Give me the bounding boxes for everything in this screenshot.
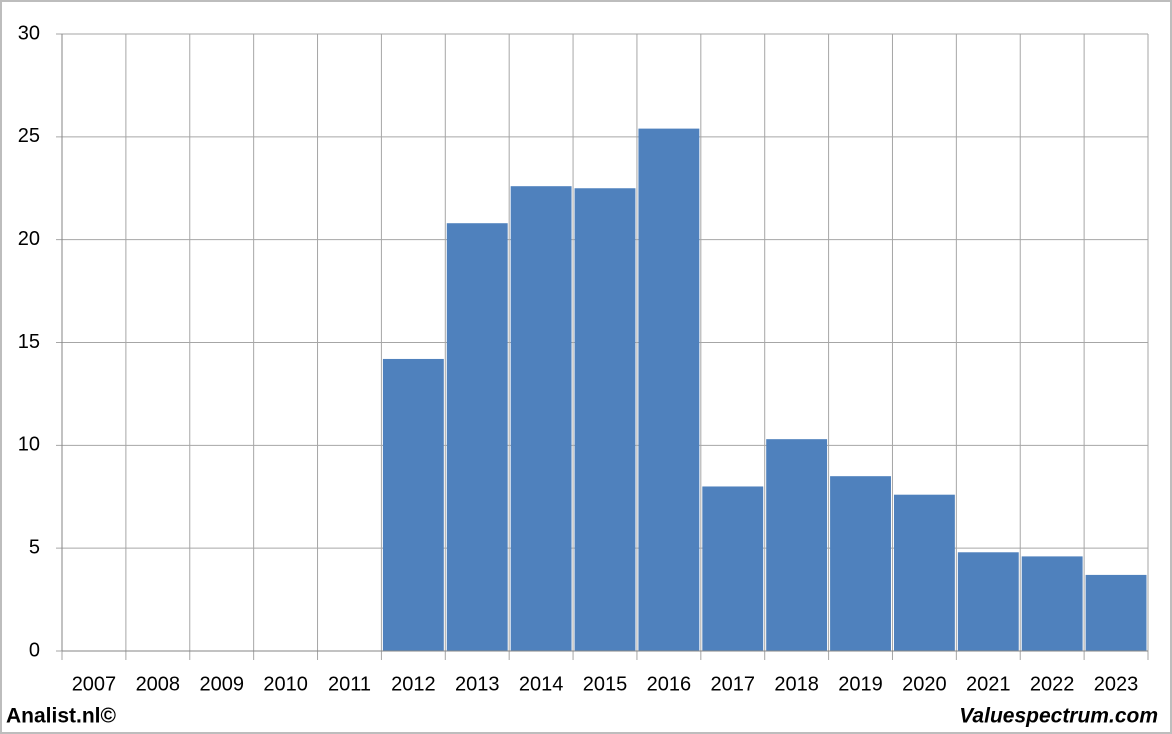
x-tick-label: 2011 [328,673,371,695]
x-tick-label: 2019 [838,673,883,695]
x-tick-label: 2008 [136,673,181,695]
x-tick-label: 2009 [199,673,244,695]
footer-left: Analist.nl© [6,705,117,728]
bar [766,439,828,651]
bar [957,552,1019,651]
y-tick-label: 5 [29,536,40,558]
x-tick-label: 2020 [902,673,947,695]
y-tick-label: 10 [18,434,40,456]
y-tick-label: 30 [18,22,40,44]
bar [1021,556,1083,651]
x-tick-label: 2013 [455,673,500,695]
bar [702,486,764,651]
footer-right: Valuespectrum.com [959,705,1158,728]
y-tick-label: 25 [18,125,40,147]
bar [893,494,955,651]
x-tick-label: 2015 [583,673,628,695]
bar [446,223,508,652]
x-tick-label: 2007 [72,673,117,695]
x-tick-label: 2021 [966,673,1011,695]
bar [510,186,572,651]
x-tick-label: 2018 [774,673,819,695]
bar [1085,574,1147,651]
bar [382,358,444,651]
x-tick-label: 2010 [263,673,308,695]
x-tick-label: 2017 [711,673,756,695]
x-tick-label: 2022 [1030,673,1075,695]
bar [574,188,636,651]
x-tick-label: 2023 [1094,673,1139,695]
y-tick-label: 20 [18,228,40,250]
bar [638,128,700,651]
x-tick-label: 2012 [391,673,436,695]
y-tick-label: 0 [29,639,40,661]
y-tick-label: 15 [18,331,40,353]
bar [830,476,891,651]
x-tick-label: 2016 [647,673,692,695]
x-tick-label: 2014 [519,673,564,695]
